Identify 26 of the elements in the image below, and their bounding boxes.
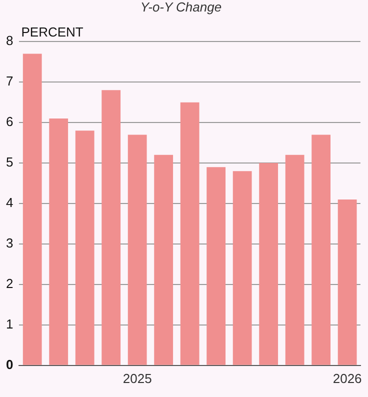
bar (49, 118, 68, 365)
bar (154, 154, 174, 365)
y-tick-label: 7 (6, 74, 14, 89)
bar (102, 90, 121, 365)
bar (22, 54, 42, 365)
y-tick-label: 2 (6, 276, 14, 292)
bar (312, 134, 331, 365)
bar (338, 199, 357, 365)
y-tick-label: 5 (6, 154, 14, 170)
x-tick-label: 2025 (122, 370, 152, 386)
bar (180, 102, 200, 365)
y-tick-label: 6 (6, 114, 14, 130)
y-tick-label: 4 (6, 195, 14, 210)
bar (128, 134, 147, 365)
y-tick-label: 0 (6, 356, 14, 372)
bar (259, 163, 278, 365)
chart-title: Y-o-Y Change (140, 0, 222, 14)
y-tick-label: 1 (6, 316, 14, 332)
bar (285, 154, 304, 365)
bar (206, 167, 226, 365)
x-tick-label: 2026 (332, 370, 362, 386)
bar (75, 130, 94, 365)
y-axis-title: PERCENT (21, 24, 84, 40)
bar (232, 171, 252, 365)
y-tick-label: 8 (6, 33, 14, 48)
y-tick-label: 3 (6, 236, 14, 251)
